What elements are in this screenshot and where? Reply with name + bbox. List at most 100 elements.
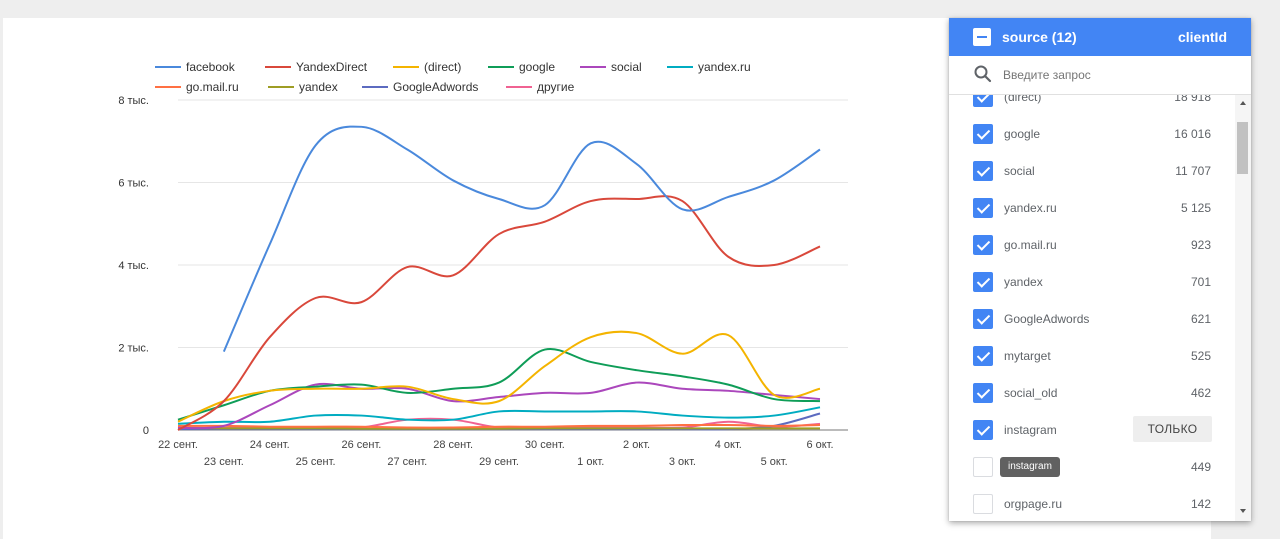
series-line [177, 195, 821, 431]
line-chart: 0 2 тыс. 4 тыс. 6 тыс. 8 тыс. 22 сент. 23 сент… [118, 60, 848, 468]
list-item[interactable]: yandex 701 [949, 263, 1235, 300]
x-tick-label: 25 сент. [296, 456, 336, 468]
x-tick-label: 1 окт. [577, 456, 604, 468]
item-label: yandex.ru [1004, 201, 1057, 215]
x-tick-label: 28 сент. [433, 439, 473, 451]
item-checkbox[interactable] [973, 457, 993, 477]
list-item[interactable]: instagram 449 [949, 448, 1235, 485]
x-tick-label: 27 сент. [387, 456, 427, 468]
y-tick-label: 0 [143, 425, 149, 437]
item-checkbox[interactable] [973, 346, 993, 366]
scroll-up-arrow-icon[interactable] [1240, 101, 1246, 105]
x-tick-label: 5 окт. [761, 456, 788, 468]
item-value: 621 [1190, 312, 1211, 326]
legend-label: facebook [186, 60, 236, 74]
x-tick-label: 6 окт. [806, 439, 833, 451]
legend-label: yandex.ru [698, 60, 751, 74]
item-checkbox[interactable] [973, 95, 993, 107]
x-tick-label: 4 окт. [715, 439, 742, 451]
item-checkbox[interactable] [973, 494, 993, 514]
legend-label: yandex [299, 80, 338, 94]
item-checkbox[interactable] [973, 383, 993, 403]
legend-label: другие [537, 80, 575, 94]
item-value: 18 918 [1174, 95, 1211, 104]
list-item[interactable]: mytarget 525 [949, 337, 1235, 374]
item-label: go.mail.ru [1004, 238, 1057, 252]
list-item[interactable]: orgpage.ru 142 [949, 485, 1235, 521]
item-checkbox[interactable] [973, 272, 993, 292]
item-checkbox[interactable] [973, 198, 993, 218]
y-tick-label: 6 тыс. [118, 178, 149, 190]
series-line [177, 381, 821, 430]
x-tick-label: 2 окт. [623, 439, 650, 451]
y-tick-label: 4 тыс. [118, 260, 149, 272]
item-checkbox[interactable] [973, 161, 993, 181]
source-filter-dropdown: source (12) clientId (direct) 18 918 googl… [949, 18, 1251, 521]
item-checkbox[interactable] [973, 235, 993, 255]
dropdown-title: source (12) [1002, 29, 1077, 45]
x-tick-label: 23 сент. [204, 456, 244, 468]
source-list: (direct) 18 918 google 16 016 social 11 707 ya… [949, 95, 1235, 521]
item-label: orgpage.ru [1004, 497, 1063, 511]
scroll-thumb[interactable] [1237, 122, 1248, 174]
x-tick-label: 24 сент. [250, 439, 290, 451]
item-value: 142 [1190, 497, 1211, 511]
list-item[interactable]: GoogleAdwords 621 [949, 300, 1235, 337]
y-tick-label: 8 тыс. [118, 95, 149, 107]
series-line [177, 347, 821, 421]
list-item[interactable]: yandex.ru 5 125 [949, 189, 1235, 226]
select-all-checkbox[interactable] [973, 28, 991, 46]
legend-label: social [611, 60, 642, 74]
only-button[interactable]: ТОЛЬКО [1133, 416, 1212, 442]
legend-label: GoogleAdwords [393, 80, 478, 94]
item-label: (direct) [1004, 95, 1042, 104]
x-tick-label: 29 сент. [479, 456, 519, 468]
scroll-down-arrow-icon[interactable] [1240, 509, 1246, 513]
search-icon [974, 65, 992, 83]
item-label: yandex [1004, 275, 1043, 289]
item-label: GoogleAdwords [1004, 312, 1090, 326]
item-value: 11 707 [1175, 164, 1211, 178]
legend-label: YandexDirect [296, 60, 368, 74]
item-checkbox[interactable] [973, 124, 993, 144]
item-value: 701 [1190, 275, 1211, 289]
list-item[interactable]: social_old 462 [949, 374, 1235, 411]
item-checkbox[interactable] [973, 420, 993, 440]
series-line [177, 406, 821, 425]
list-item[interactable]: (direct) 18 918 [949, 95, 1235, 115]
x-tick-label: 26 сент. [341, 439, 381, 451]
item-value: 923 [1190, 238, 1211, 252]
series-line [177, 423, 821, 429]
item-label: social [1004, 164, 1035, 178]
x-tick-label: 22 сент. [158, 439, 198, 451]
legend-label: go.mail.ru [186, 80, 239, 94]
x-tick-label: 3 окт. [669, 456, 696, 468]
item-value: 462 [1190, 386, 1211, 400]
item-tooltip: instagram [1000, 457, 1060, 477]
item-label: instagram [1004, 423, 1057, 437]
item-label: google [1004, 127, 1041, 141]
legend-label: (direct) [424, 60, 461, 74]
item-value: 5 125 [1180, 201, 1211, 215]
item-value: 449 [1190, 460, 1211, 474]
item-label: social_old [1004, 386, 1058, 400]
list-item[interactable]: social 11 707 [949, 152, 1235, 189]
dropdown-header: source (12) clientId [949, 18, 1251, 56]
series-line [177, 330, 821, 423]
series-line [222, 125, 821, 353]
x-tick-label: 30 сент. [525, 439, 565, 451]
item-checkbox[interactable] [973, 309, 993, 329]
legend-label: google [519, 60, 555, 74]
dropdown-metric: clientId [1177, 29, 1227, 45]
item-value: 525 [1190, 349, 1211, 363]
list-item[interactable]: instagram ТОЛЬКО [949, 411, 1235, 448]
series-line [177, 426, 820, 430]
search-input[interactable] [1003, 64, 1223, 86]
list-item[interactable]: google 16 016 [949, 115, 1235, 152]
item-value: 16 016 [1174, 127, 1211, 141]
y-tick-label: 2 тыс. [118, 343, 149, 355]
list-item[interactable]: go.mail.ru 923 [949, 226, 1235, 263]
scrollbar[interactable] [1235, 95, 1251, 521]
search-bar [949, 56, 1251, 95]
item-label: mytarget [1004, 349, 1051, 363]
